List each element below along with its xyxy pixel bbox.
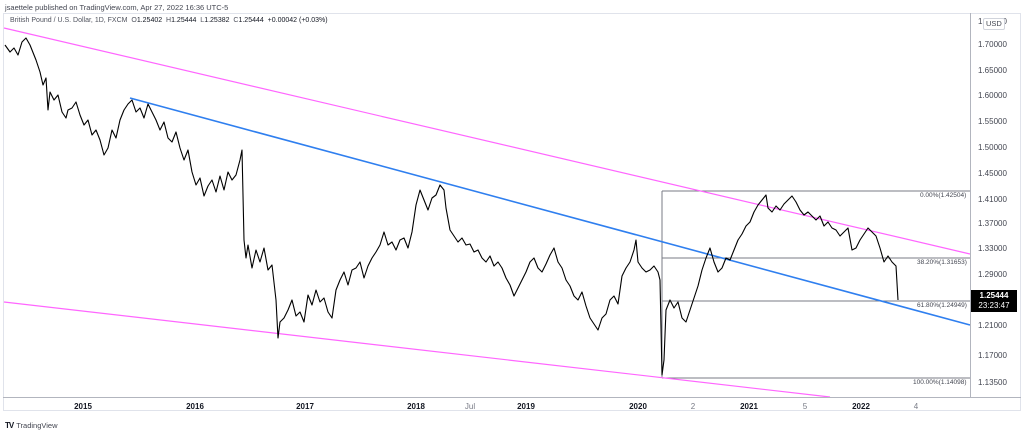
open-value: 1.25402 bbox=[136, 17, 163, 24]
price-axis-label: 1.65000 bbox=[978, 66, 1007, 75]
time-axis-label: 2022 bbox=[852, 402, 870, 411]
fib-level-label: 61.80%(1.24949) bbox=[917, 302, 967, 309]
symbol-name[interactable]: British Pound / U.S. Dollar, 1D, FXCM bbox=[10, 17, 128, 24]
time-axis-label: 2018 bbox=[407, 402, 425, 411]
close-value: 1.25444 bbox=[238, 17, 264, 24]
fib-retracement[interactable] bbox=[661, 190, 970, 379]
fib-level-label: 38.20%(1.31653) bbox=[917, 259, 967, 266]
price-axis-label: 1.21000 bbox=[978, 321, 1007, 330]
price-axis-label: 1.29000 bbox=[978, 270, 1007, 279]
time-axis-label: 2021 bbox=[740, 402, 758, 411]
low-value: 1.25382 bbox=[204, 17, 230, 24]
time-axis-label: 2015 bbox=[74, 402, 92, 411]
time-axis-label: 4 bbox=[913, 402, 919, 411]
price-axis-label: 1.50000 bbox=[978, 143, 1007, 152]
fib-level-label: 100.00%(1.14098) bbox=[913, 379, 967, 386]
price-axis-label: 1.55000 bbox=[978, 117, 1007, 126]
time-axis-label: 2019 bbox=[517, 402, 535, 411]
time-axis-label: 2020 bbox=[629, 402, 647, 411]
price-axis-label: 1.13500 bbox=[978, 378, 1007, 387]
last-price: 1.25444 bbox=[979, 291, 1009, 300]
price-axis-label: 1.17000 bbox=[978, 351, 1007, 360]
price-axis-label: 1.45000 bbox=[978, 169, 1007, 178]
bar-countdown: 23:23:47 bbox=[978, 301, 1010, 310]
price-axis-label: 1.37000 bbox=[978, 219, 1007, 228]
time-axis-label: 2017 bbox=[296, 402, 314, 411]
price-axis-label: 1.60000 bbox=[978, 91, 1007, 100]
tradingview-logo[interactable]: TV TradingView bbox=[5, 421, 58, 430]
last-price-tag: 1.25444 23:23:47 bbox=[971, 290, 1017, 312]
tradingview-brand: TradingView bbox=[16, 421, 58, 430]
publisher-line: jsaettele published on TradingView.com, … bbox=[5, 3, 229, 12]
time-axis-divider bbox=[3, 397, 1021, 398]
time-axis-label: 2016 bbox=[186, 402, 204, 411]
time-axis-label: 5 bbox=[802, 402, 808, 411]
change-value: +0.00042 (+0.03%) bbox=[267, 17, 328, 24]
tradingview-logo-icon: TV bbox=[5, 421, 14, 430]
price-axis-label: 1.41000 bbox=[978, 195, 1007, 204]
time-axis-label: Jul bbox=[464, 402, 476, 411]
channel-upper-line[interactable] bbox=[3, 27, 971, 255]
price-axis-label: 1.33000 bbox=[978, 244, 1007, 253]
price-line bbox=[4, 37, 899, 376]
time-axis-label: 2 bbox=[690, 402, 696, 411]
symbol-legend: British Pound / U.S. Dollar, 1D, FXCM O1… bbox=[10, 17, 328, 24]
price-axis-label: 1.70000 bbox=[978, 40, 1007, 49]
price-axis-divider bbox=[970, 13, 971, 398]
chart-frame bbox=[3, 13, 1021, 411]
high-value: 1.25444 bbox=[171, 17, 197, 24]
currency-badge[interactable]: USD bbox=[983, 18, 1005, 30]
channel-lower-line[interactable] bbox=[3, 301, 831, 398]
fib-level-label: 0.00%(1.42504) bbox=[920, 192, 967, 199]
blue-trendline[interactable] bbox=[129, 97, 971, 326]
